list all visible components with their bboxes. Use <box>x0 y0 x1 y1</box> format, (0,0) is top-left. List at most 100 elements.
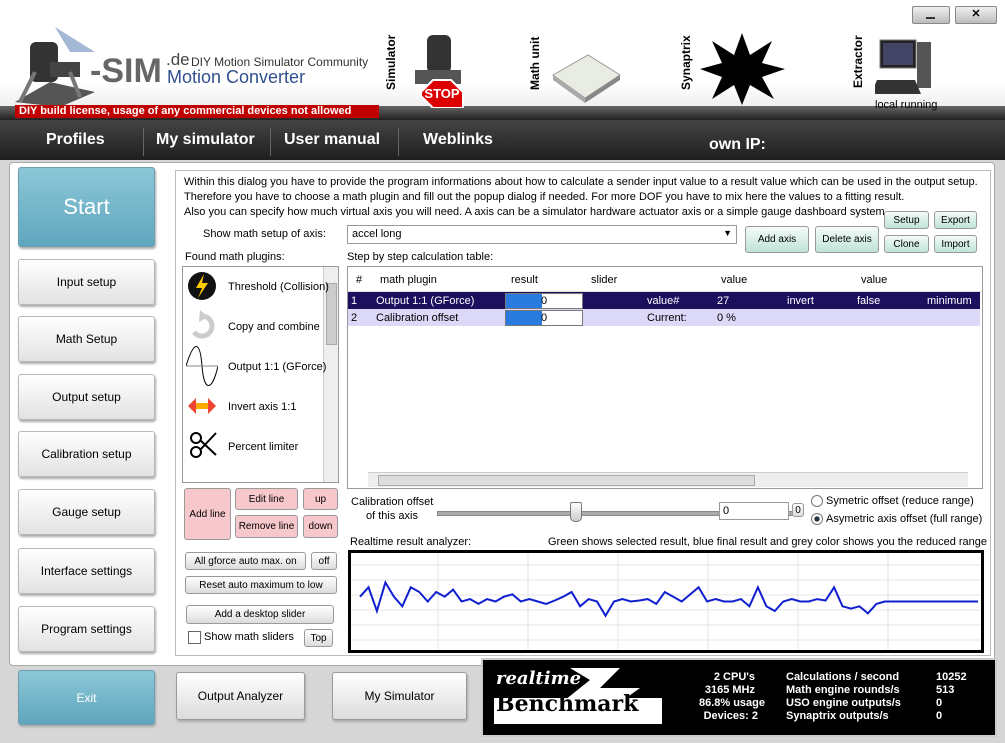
cell: minimum <box>927 295 972 307</box>
logo-text: -SIM <box>90 52 162 90</box>
plugin-item[interactable]: Invert axis 1:1 <box>228 401 297 413</box>
stat-value: 10252 <box>936 671 967 683</box>
system-info: 2 CPU's <box>713 671 755 683</box>
menu-item[interactable]: User manual <box>284 131 381 148</box>
menu-separator <box>398 128 399 156</box>
menu-item[interactable]: My simulator <box>156 131 255 148</box>
offset-input[interactable]: 0 <box>719 502 789 520</box>
top-button[interactable]: Top <box>304 629 333 647</box>
exit-button[interactable]: Exit <box>18 670 155 725</box>
menu-separator <box>143 128 144 156</box>
intro-line: Therefore you have to choose a math plug… <box>184 191 905 203</box>
gforce-button[interactable]: All gforce auto max. on <box>185 552 306 570</box>
output-analyzer-button[interactable]: Output Analyzer <box>176 672 305 720</box>
nav-button[interactable]: Gauge setup <box>18 489 155 535</box>
off-button[interactable]: off <box>311 552 337 570</box>
plugin-item[interactable]: Percent limiter <box>228 441 299 453</box>
math-unit-icon <box>552 54 621 103</box>
menu-separator <box>270 128 271 156</box>
remove-line-button[interactable]: Remove line <box>235 515 298 538</box>
calibration-label: Calibration offset <box>351 496 434 508</box>
radio-selected[interactable] <box>811 513 823 525</box>
menu-item[interactable]: Profiles <box>46 131 105 148</box>
extractor-status: local running <box>875 99 938 111</box>
cell: Output 1:1 (GForce) <box>376 295 475 307</box>
license-banner: DIY build license, usage of any commerci… <box>15 105 379 118</box>
synaptrix-icon <box>700 33 785 105</box>
module-label: Synaptrix <box>679 35 693 90</box>
result-bar <box>505 293 583 309</box>
stat-label: Math engine rounds/s <box>786 684 900 696</box>
add-line-button[interactable]: Add line <box>184 488 231 540</box>
module-label: Simulator <box>384 34 398 90</box>
nav-button[interactable]: Program settings <box>18 606 155 652</box>
cell: Current: <box>647 312 687 324</box>
minimize-button[interactable] <box>912 6 950 24</box>
checkbox[interactable] <box>188 631 201 644</box>
offset-value: 0 <box>723 505 730 517</box>
setup-button[interactable]: Setup <box>884 211 929 229</box>
cell: 2 <box>351 312 358 324</box>
nav-button[interactable]: Input setup <box>18 259 155 305</box>
calibration-label: of this axis <box>366 510 418 522</box>
stat-label: Calculations / second <box>786 671 900 683</box>
export-button[interactable]: Export <box>934 211 977 229</box>
column-header: result <box>511 274 538 286</box>
header <box>0 0 1005 120</box>
clone-button[interactable]: Clone <box>884 235 929 253</box>
desktop-slider-button[interactable]: Add a desktop slider <box>186 605 334 624</box>
column-header: # <box>356 274 363 286</box>
system-info: 3165 MHz <box>704 684 755 696</box>
analyzer-chart <box>348 550 984 653</box>
menu-item[interactable]: Weblinks <box>423 131 493 148</box>
edit-line-button[interactable]: Edit line <box>235 488 298 510</box>
table-label: Step by step calculation table: <box>347 251 494 263</box>
svg-text:STOP: STOP <box>424 86 459 101</box>
cell: 0 <box>541 312 548 324</box>
start-button[interactable]: Start <box>18 167 155 247</box>
reset-button[interactable]: Reset auto maximum to low <box>185 576 337 594</box>
axis-label: Show math setup of axis: <box>203 228 326 240</box>
nav-button[interactable]: Interface settings <box>18 548 155 594</box>
my-simulator-button[interactable]: My Simulator <box>332 672 467 720</box>
analyzer-title: Realtime result analyzer: <box>350 536 472 548</box>
plugin-item[interactable]: Copy and combine <box>228 321 320 333</box>
stat-value: 0 <box>936 697 943 709</box>
result-line <box>359 580 978 618</box>
benchmark-logo <box>494 668 662 724</box>
stat-value: 513 <box>936 684 955 696</box>
stat-label: Synaptrix outputs/s <box>786 710 889 722</box>
plugin-icons <box>186 272 218 458</box>
axis-dropdown[interactable]: accel long ▼ <box>347 225 737 244</box>
add-axis-button[interactable]: Add axis <box>745 226 809 253</box>
extractor-icon <box>875 39 931 94</box>
tagline: DIY Motion Simulator Community <box>191 55 369 69</box>
plugin-item[interactable]: Threshold (Collision) <box>228 281 329 293</box>
up-button[interactable]: up <box>303 488 338 510</box>
import-button[interactable]: Import <box>934 235 977 253</box>
nav-button[interactable]: Output setup <box>18 374 155 420</box>
close-button[interactable]: ✕ <box>955 6 997 24</box>
radio[interactable] <box>811 495 823 507</box>
cell: Calibration offset <box>376 312 459 324</box>
logo-icon <box>15 27 95 107</box>
down-button[interactable]: down <box>303 515 338 538</box>
menu-bar <box>0 120 1005 160</box>
logo-suffix: .de <box>166 50 190 69</box>
slider-thumb[interactable] <box>570 502 582 522</box>
reset-offset-button[interactable]: 0 <box>792 503 804 517</box>
column-header: value <box>721 274 748 286</box>
nav-button[interactable]: Calibration setup <box>18 431 155 477</box>
nav-button[interactable]: Math Setup <box>18 316 155 362</box>
cell: 0 % <box>717 312 736 324</box>
intro-line: Also you can specify how much virtual ax… <box>184 206 888 218</box>
result-bar <box>505 310 583 326</box>
own-ip: own IP: <box>709 136 766 153</box>
plugin-item[interactable]: Output 1:1 (GForce) <box>228 361 327 373</box>
checkbox-label: Show math sliders <box>204 631 294 643</box>
stat-label: USO engine outputs/s <box>786 697 901 709</box>
cell: 1 <box>351 295 358 307</box>
delete-axis-button[interactable]: Delete axis <box>815 226 879 253</box>
column-header: slider <box>591 274 618 286</box>
